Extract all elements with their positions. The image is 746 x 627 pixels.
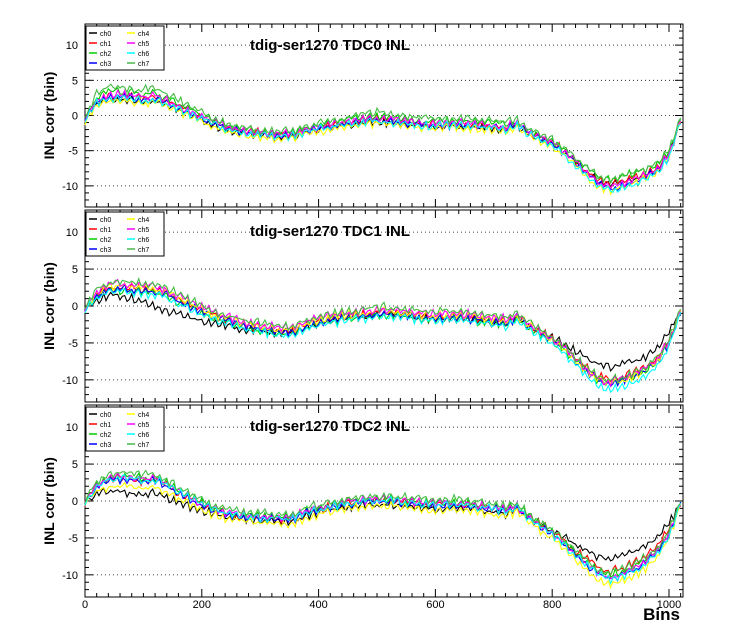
series-group [84, 83, 682, 196]
chart-title: tdig-ser1270 TDC0 INL [250, 37, 410, 54]
x-tick-label: 0 [82, 599, 88, 611]
series-line-ch7 [84, 277, 682, 385]
legend-entry-ch7: ch7 [138, 442, 149, 449]
x-tick-label: 800 [543, 599, 561, 611]
y-tick-label: 5 [72, 75, 78, 87]
legend-entry-ch6: ch6 [138, 237, 149, 244]
panel-1: 10 5 0 -5 -10 INL corr (bin) tdig-ser1270 TDC1… [41, 209, 684, 403]
series-line-ch7 [84, 469, 682, 577]
legend-entry-ch5: ch5 [138, 422, 149, 429]
legend-entry-ch1: ch1 [100, 227, 111, 234]
series-line-ch3 [84, 475, 682, 583]
y-tick-label: 10 [66, 40, 78, 52]
series-line-ch7 [84, 83, 682, 184]
panel-0: 10 5 0 -5 -10 INL corr (bin) tdig-ser1270 TDC0… [41, 23, 684, 208]
legend-box [85, 406, 165, 452]
y-tick-label: -10 [62, 570, 78, 582]
y-tick-label: 0 [72, 301, 78, 313]
legend-entry-ch4: ch4 [138, 217, 149, 224]
y-tick-label: -10 [62, 375, 78, 387]
legend-box [85, 25, 165, 71]
series-line-ch6 [84, 288, 682, 394]
y-tick-label: 0 [72, 496, 78, 508]
legend-entry-ch0: ch0 [100, 217, 111, 224]
chart-title: tdig-ser1270 TDC2 INL [250, 418, 410, 435]
legend-entry-ch5: ch5 [138, 41, 149, 48]
legend-entry-ch6: ch6 [138, 432, 149, 439]
y-tick-label: -5 [68, 146, 78, 158]
series-group [84, 277, 682, 394]
legend-entry-ch0: ch0 [100, 31, 111, 38]
legend-entry-ch3: ch3 [100, 442, 111, 449]
series-group [84, 469, 682, 590]
y-tick-label: -5 [68, 338, 78, 350]
legend-entry-ch7: ch7 [138, 61, 149, 68]
chart-title: tdig-ser1270 TDC1 INL [250, 223, 410, 240]
legend-entry-ch4: ch4 [138, 31, 149, 38]
legend-entry-ch4: ch4 [138, 412, 149, 419]
x-tick-label: 400 [309, 599, 327, 611]
legend-entry-ch2: ch2 [100, 51, 111, 58]
y-tick-label: 0 [72, 111, 78, 123]
series-line-ch5 [84, 88, 682, 190]
legend-entry-ch5: ch5 [138, 227, 149, 234]
panel-2: 10 5 0 -5 -10 INL corr (bin) tdig-ser1270 TDC2… [41, 404, 684, 598]
y-tick-label: 10 [66, 227, 78, 239]
legend-entry-ch1: ch1 [100, 422, 111, 429]
legend-entry-ch3: ch3 [100, 247, 111, 254]
series-line-ch4 [84, 481, 682, 590]
legend-entry-ch2: ch2 [100, 237, 111, 244]
legend-entry-ch6: ch6 [138, 51, 149, 58]
y-tick-label: 10 [66, 422, 78, 434]
series-line-ch2 [84, 86, 682, 184]
y-axis-label: INL corr (bin) [41, 72, 57, 160]
x-tick-label: 1000 [657, 599, 681, 611]
legend-entry-ch0: ch0 [100, 412, 111, 419]
series-line-ch6 [84, 94, 682, 194]
legend-entry-ch1: ch1 [100, 41, 111, 48]
y-axis-label: INL corr (bin) [41, 262, 57, 350]
legend-box [85, 211, 165, 257]
x-tick-label: 600 [426, 599, 444, 611]
legend-entry-ch3: ch3 [100, 61, 111, 68]
series-line-ch0 [84, 487, 681, 562]
x-tick-label: 200 [193, 599, 211, 611]
legend-entry-ch2: ch2 [100, 432, 111, 439]
legend-entry-ch7: ch7 [138, 247, 149, 254]
x-axis-label: Bins [643, 605, 680, 622]
y-tick-label: -10 [62, 181, 78, 193]
series-line-ch6 [84, 474, 682, 586]
y-tick-label: 5 [72, 264, 78, 276]
y-axis-label: INL corr (bin) [41, 457, 57, 545]
y-tick-label: 5 [72, 459, 78, 471]
y-tick-label: -5 [68, 533, 78, 545]
